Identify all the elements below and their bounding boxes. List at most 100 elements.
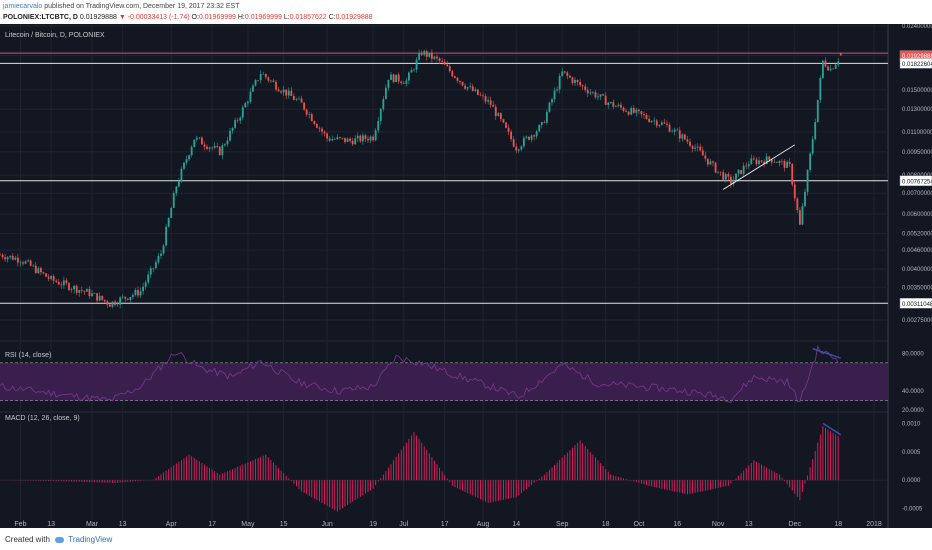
down-arrow-icon: ▼ (118, 14, 126, 21)
candle-body (581, 85, 584, 87)
candle-body (683, 134, 686, 140)
candle-body (786, 161, 789, 168)
candle-body (510, 131, 513, 140)
candle-body (257, 80, 260, 81)
author-link[interactable]: jamiecarvalo (3, 3, 43, 10)
chart-background (0, 24, 932, 528)
candle-body (290, 90, 293, 97)
candle-body (126, 298, 129, 300)
candle-body (783, 161, 786, 168)
rsi-tick-label: 40.0000 (902, 389, 924, 395)
candle-body (548, 102, 551, 112)
candle-body (400, 81, 403, 83)
candle-body (809, 153, 812, 171)
candle-body (558, 75, 561, 90)
candle-body (75, 285, 78, 293)
candle-body (576, 80, 579, 82)
candle-body (341, 137, 344, 139)
rsi-divergence-line[interactable] (812, 348, 842, 359)
macd-divergence-line[interactable] (822, 422, 842, 436)
candle-body (604, 95, 607, 105)
candle-body (433, 56, 436, 59)
candle-body (154, 262, 157, 268)
candle-body (267, 77, 270, 81)
candle-body (755, 159, 758, 165)
candle-body (129, 296, 132, 300)
candle-body (520, 146, 523, 150)
candle-body (244, 103, 247, 108)
y-tick-label: 0.01300000 (902, 107, 932, 113)
candle-body (203, 144, 206, 147)
published-text: published on TradingView.com, December 1… (44, 3, 240, 10)
candle-body (19, 262, 22, 264)
candle-body (735, 173, 737, 180)
symbol-label: POLONIEX:LTCBTC, D (3, 14, 78, 21)
candle-body (321, 128, 323, 132)
candle-body (484, 96, 487, 102)
candle-body (80, 290, 83, 291)
candle-body (466, 87, 469, 89)
rsi-tick-label: 80.0000 (902, 351, 924, 357)
candle-body (814, 121, 817, 140)
change-value: -0.00033413 (-1.74) (127, 14, 190, 21)
chart-canvas[interactable]: Feb 13 Mar 13 Apr 17 May 15 Jun 19 Jul 17 Aug 14 Sep 18… (0, 24, 932, 528)
macd-pane-title: MACD (12, 26, close, 9) (5, 415, 80, 422)
candle-body (729, 176, 732, 185)
candle-body (517, 149, 520, 151)
candle-body (512, 139, 515, 147)
macd-pane[interactable] (0, 422, 888, 512)
candle-body (714, 162, 717, 173)
candle-body (175, 186, 178, 194)
candle-body (819, 77, 822, 100)
candle-body (471, 86, 474, 91)
candle-body (395, 74, 398, 83)
candle-body (770, 159, 773, 163)
candle-body (630, 107, 633, 115)
candle-body (453, 76, 456, 78)
candle-body (556, 89, 559, 91)
candle-body (14, 257, 17, 260)
candle-body (614, 106, 617, 107)
x-tick-label: Jun (321, 521, 332, 528)
price-label-box (899, 58, 932, 69)
y-tick-label: 0.01100000 (902, 130, 932, 136)
candle-body (91, 293, 93, 297)
candle-body (637, 109, 640, 112)
candle-body (323, 131, 326, 134)
candle-body (545, 111, 548, 123)
candle-body (701, 150, 704, 156)
candle-body (464, 85, 467, 89)
macd-tick-label: 0.0000 (902, 478, 921, 484)
candle-body (540, 122, 543, 125)
candle-body (740, 170, 743, 174)
x-tick-label: 17 (208, 521, 216, 528)
high-value: 0.01969999 (244, 14, 282, 21)
price-pane[interactable] (0, 49, 888, 309)
rsi-pane[interactable] (0, 344, 888, 403)
candle-body (816, 99, 819, 122)
candle-body (706, 158, 709, 165)
candle-body (489, 100, 492, 105)
candle-body (308, 114, 311, 115)
candle-body (407, 72, 410, 81)
y-tick-label: 0.01500000 (902, 88, 932, 94)
candle-body (364, 135, 367, 139)
candle-body (303, 102, 306, 110)
trendline[interactable] (723, 144, 795, 190)
candle-body (101, 295, 104, 300)
y-tick-label: 0.00950000 (902, 150, 932, 156)
candle-body (377, 120, 380, 131)
macd-tick-label: -0.0005 (902, 507, 923, 513)
candle-body (6, 257, 9, 260)
candle-body (185, 159, 188, 163)
candle-body (218, 146, 221, 156)
tradingview-link[interactable]: TradingView (68, 535, 113, 544)
candle-body (367, 138, 369, 141)
last-price: 0.01929888 (79, 14, 117, 21)
x-tick-label: Dec (789, 521, 802, 528)
candle-body (285, 89, 288, 96)
price-pane-title: Litecoin / Bitcoin, D, POLONIEX (5, 32, 105, 39)
candle-body (213, 145, 216, 148)
candle-body (747, 164, 750, 167)
price-label: 0.01929888 (902, 54, 932, 60)
